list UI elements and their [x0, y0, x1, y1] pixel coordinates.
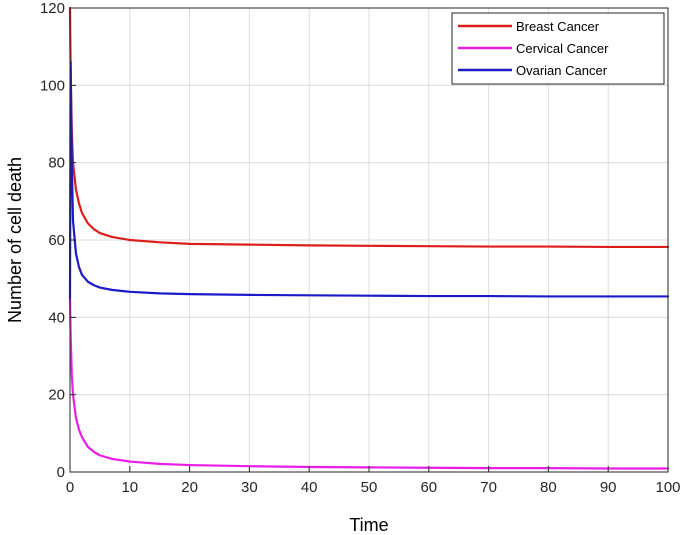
x-tick-label: 100 — [655, 479, 680, 496]
legend: Breast Cancer Cervical Cancer Ovarian Canc… — [451, 12, 665, 85]
x-tick-label: 10 — [121, 479, 138, 496]
y-tick-label: 40 — [48, 309, 65, 326]
x-axis-ticks: 0 10 20 30 40 50 60 70 80 90 100 — [66, 466, 681, 496]
x-tick-label: 0 — [66, 479, 74, 496]
series-group — [68, 6, 670, 470]
x-tick-label: 90 — [600, 479, 617, 496]
x-axis-label: Time — [349, 515, 388, 535]
series-line-1 — [68, 296, 670, 470]
y-axis-label: Number of cell death — [5, 157, 25, 323]
y-tick-label: 80 — [48, 155, 65, 172]
y-tick-label: 60 — [48, 232, 65, 249]
x-tick-label: 80 — [540, 479, 557, 496]
series-line-0 — [68, 6, 670, 249]
x-tick-label: 40 — [301, 479, 318, 496]
legend-label-1: Cervical Cancer — [516, 41, 609, 56]
y-tick-label: 100 — [40, 77, 65, 94]
x-tick-label: 30 — [241, 479, 258, 496]
y-tick-label: 20 — [48, 387, 65, 404]
x-tick-label: 70 — [480, 479, 497, 496]
y-tick-label: 120 — [40, 0, 65, 17]
y-tick-label: 0 — [57, 464, 65, 481]
x-tick-label: 50 — [361, 479, 378, 496]
x-tick-label: 20 — [181, 479, 198, 496]
x-tick-label: 60 — [420, 479, 437, 496]
series-line-2 — [68, 61, 670, 300]
legend-label-0: Breast Cancer — [516, 19, 600, 34]
y-axis-ticks: 0 20 40 60 80 100 120 — [40, 0, 76, 481]
legend-label-2: Ovarian Cancer — [516, 63, 608, 78]
